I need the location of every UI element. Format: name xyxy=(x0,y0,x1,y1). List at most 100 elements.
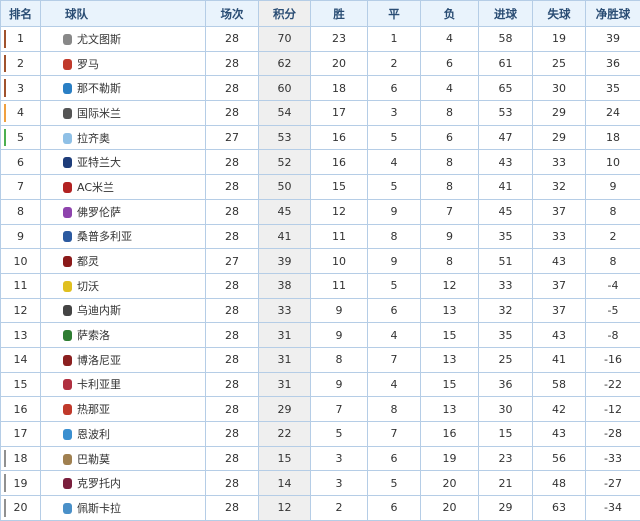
team-name[interactable]: AC米兰 xyxy=(77,180,115,194)
team-cell[interactable]: 亚特兰大 xyxy=(40,149,206,176)
table-row[interactable]: 12 乌迪内斯 28 33 9 6 13 32 37 -5 xyxy=(0,297,640,324)
header-team[interactable]: 球队 xyxy=(40,0,206,27)
header-losses[interactable]: 负 xyxy=(420,0,479,27)
team-name[interactable]: 那不勒斯 xyxy=(77,82,121,96)
rank: 14 xyxy=(13,353,28,367)
team-cell[interactable]: 克罗托内 xyxy=(40,470,206,497)
wins-cell: 17 xyxy=(310,100,368,126)
team-name[interactable]: 萨索洛 xyxy=(77,329,110,343)
zone-marker xyxy=(4,30,6,48)
team-name[interactable]: 恩波利 xyxy=(77,427,110,441)
team-name[interactable]: 热那亚 xyxy=(77,403,110,417)
team-name[interactable]: 罗马 xyxy=(77,57,99,71)
wins-cell: 20 xyxy=(310,50,368,77)
losses-cell: 13 xyxy=(420,396,479,422)
goals-for-cell: 36 xyxy=(478,371,533,398)
table-row[interactable]: 17 恩波利 28 22 5 7 16 15 43 -28 xyxy=(0,421,640,447)
table-row[interactable]: 20 佩斯卡拉 28 12 2 6 20 29 63 -34 xyxy=(0,495,640,521)
goals-for-cell: 30 xyxy=(478,396,533,422)
table-row[interactable]: 19 克罗托内 28 14 3 5 20 21 48 -27 xyxy=(0,470,640,497)
goal-difference-cell: 8 xyxy=(585,198,640,225)
team-cell[interactable]: 博洛尼亚 xyxy=(40,346,206,373)
team-name[interactable]: 佩斯卡拉 xyxy=(77,501,121,515)
team-logo-icon xyxy=(63,132,72,144)
team-name[interactable]: 拉齐奥 xyxy=(77,131,110,145)
table-row[interactable]: 14 博洛尼亚 28 31 8 7 13 25 41 -16 xyxy=(0,346,640,373)
rank: 16 xyxy=(13,402,28,416)
team-cell[interactable]: 恩波利 xyxy=(40,421,206,447)
team-cell[interactable]: 萨索洛 xyxy=(40,322,206,348)
goal-difference-cell: -34 xyxy=(585,495,640,521)
team-cell[interactable]: 国际米兰 xyxy=(40,100,206,126)
losses-cell: 4 xyxy=(420,26,479,52)
team-cell[interactable]: 拉齐奥 xyxy=(40,124,206,151)
team-cell[interactable]: 尤文图斯 xyxy=(40,26,206,52)
table-row[interactable]: 3 那不勒斯 28 60 18 6 4 65 30 35 xyxy=(0,75,640,102)
team-name[interactable]: 桑普多利亚 xyxy=(77,230,132,244)
team-cell[interactable]: 卡利亚里 xyxy=(40,371,206,398)
table-row[interactable]: 7 AC米兰 28 50 15 5 8 41 32 9 xyxy=(0,174,640,200)
team-name[interactable]: 国际米兰 xyxy=(77,106,121,120)
table-row[interactable]: 11 切沃 28 38 11 5 12 33 37 -4 xyxy=(0,272,640,299)
team-name[interactable]: 亚特兰大 xyxy=(77,156,121,170)
goal-difference-cell: -27 xyxy=(585,470,640,497)
team-name[interactable]: 尤文图斯 xyxy=(77,32,121,46)
team-cell[interactable]: 佛罗伦萨 xyxy=(40,198,206,225)
team-cell[interactable]: 罗马 xyxy=(40,50,206,77)
team-name[interactable]: 巴勒莫 xyxy=(77,452,110,466)
header-points[interactable]: 积分 xyxy=(258,0,311,27)
team-name[interactable]: 都灵 xyxy=(77,255,99,269)
points-cell: 39 xyxy=(258,248,311,274)
team-name[interactable]: 乌迪内斯 xyxy=(77,304,121,318)
team-cell[interactable]: 热那亚 xyxy=(40,396,206,422)
team-cell[interactable]: 佩斯卡拉 xyxy=(40,495,206,521)
wins-cell: 9 xyxy=(310,371,368,398)
team-cell[interactable]: 那不勒斯 xyxy=(40,75,206,102)
header-goals-against[interactable]: 失球 xyxy=(532,0,586,27)
table-row[interactable]: 18 巴勒莫 28 15 3 6 19 23 56 -33 xyxy=(0,445,640,472)
team-cell[interactable]: 都灵 xyxy=(40,248,206,274)
team-cell[interactable]: 切沃 xyxy=(40,272,206,299)
rank: 6 xyxy=(17,155,24,169)
losses-cell: 20 xyxy=(420,495,479,521)
team-cell[interactable]: AC米兰 xyxy=(40,174,206,200)
goals-for-cell: 53 xyxy=(478,100,533,126)
header-goals-for[interactable]: 进球 xyxy=(478,0,533,27)
table-row[interactable]: 15 卡利亚里 28 31 9 4 15 36 58 -22 xyxy=(0,371,640,398)
team-cell[interactable]: 乌迪内斯 xyxy=(40,297,206,324)
team-logo-icon xyxy=(63,33,72,45)
draws-cell: 5 xyxy=(367,124,421,151)
team-name[interactable]: 博洛尼亚 xyxy=(77,353,121,367)
table-row[interactable]: 13 萨索洛 28 31 9 4 15 35 43 -8 xyxy=(0,322,640,348)
header-played[interactable]: 场次 xyxy=(205,0,259,27)
rank-cell: 14 xyxy=(0,346,41,373)
header-wins[interactable]: 胜 xyxy=(310,0,368,27)
table-row[interactable]: 2 罗马 28 62 20 2 6 61 25 36 xyxy=(0,50,640,77)
goals-for-cell: 33 xyxy=(478,272,533,299)
wins-cell: 18 xyxy=(310,75,368,102)
header-draws[interactable]: 平 xyxy=(367,0,421,27)
table-row[interactable]: 4 国际米兰 28 54 17 3 8 53 29 24 xyxy=(0,100,640,126)
team-cell[interactable]: 桑普多利亚 xyxy=(40,223,206,250)
team-name[interactable]: 卡利亚里 xyxy=(77,378,121,392)
goals-against-cell: 29 xyxy=(532,100,586,126)
team-name[interactable]: 切沃 xyxy=(77,279,99,293)
losses-cell: 15 xyxy=(420,322,479,348)
table-row[interactable]: 9 桑普多利亚 28 41 11 8 9 35 33 2 xyxy=(0,223,640,250)
draws-cell: 9 xyxy=(367,198,421,225)
team-cell[interactable]: 巴勒莫 xyxy=(40,445,206,472)
table-row[interactable]: 5 拉齐奥 27 53 16 5 6 47 29 18 xyxy=(0,124,640,151)
draws-cell: 1 xyxy=(367,26,421,52)
played-cell: 28 xyxy=(205,445,259,472)
table-row[interactable]: 1 尤文图斯 28 70 23 1 4 58 19 39 xyxy=(0,26,640,52)
header-rank[interactable]: 排名 xyxy=(0,0,41,27)
rank-cell: 8 xyxy=(0,198,41,225)
wins-cell: 8 xyxy=(310,346,368,373)
team-name[interactable]: 佛罗伦萨 xyxy=(77,205,121,219)
table-row[interactable]: 16 热那亚 28 29 7 8 13 30 42 -12 xyxy=(0,396,640,422)
table-row[interactable]: 8 佛罗伦萨 28 45 12 9 7 45 37 8 xyxy=(0,198,640,225)
team-name[interactable]: 克罗托内 xyxy=(77,477,121,491)
table-row[interactable]: 10 都灵 27 39 10 9 8 51 43 8 xyxy=(0,248,640,274)
table-row[interactable]: 6 亚特兰大 28 52 16 4 8 43 33 10 xyxy=(0,149,640,176)
header-goal-difference[interactable]: 净胜球 xyxy=(585,0,640,27)
